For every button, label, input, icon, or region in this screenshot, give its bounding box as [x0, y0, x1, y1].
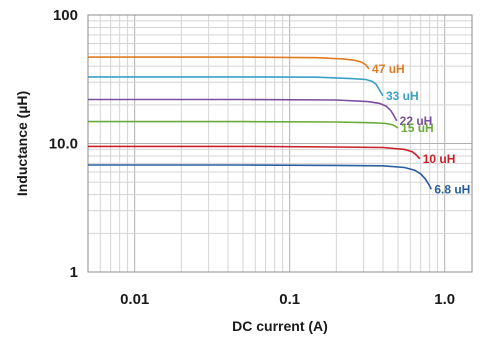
series-line [88, 145, 421, 160]
x-tick-label: 1.0 [434, 291, 455, 308]
x-tick-labels: 0.01 0.1 1.0 [120, 291, 455, 308]
series-line [88, 98, 398, 122]
series-label: 47 uH [372, 62, 405, 76]
series-label: 33 uH [386, 89, 419, 103]
series-line [88, 56, 370, 70]
series-line [88, 76, 384, 97]
grid-lines [87, 14, 472, 273]
y-axis-title: Inductance (µH) [14, 91, 30, 196]
y-tick-labels: 1 10.0 100 [49, 7, 78, 281]
plot-frame [87, 14, 473, 273]
series-line [88, 164, 433, 190]
x-axis-title: DC current (A) [232, 318, 328, 334]
y-tick-label: 100 [53, 7, 78, 24]
series-label: 22 uH [400, 114, 433, 128]
y-tick-label: 1 [70, 264, 78, 281]
x-tick-label: 0.1 [279, 291, 300, 308]
y-tick-label: 10.0 [49, 136, 78, 153]
x-tick-label: 0.01 [120, 291, 149, 308]
series-label: 6.8 uH [434, 182, 470, 196]
series-label: 15 uH [401, 121, 434, 135]
series-label: 10 uH [423, 152, 456, 166]
series-line [88, 120, 399, 129]
series-lines [88, 56, 433, 190]
